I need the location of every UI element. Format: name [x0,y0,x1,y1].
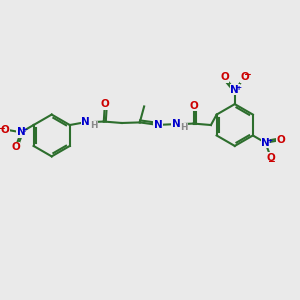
Text: −: − [0,124,5,134]
Text: +: + [22,127,28,133]
Text: O: O [277,135,286,145]
Text: +: + [266,138,272,144]
Text: O: O [189,100,198,111]
Text: N: N [16,127,26,137]
Text: N: N [154,120,163,130]
Text: O: O [1,124,10,134]
Text: +: + [236,85,242,91]
Text: O: O [11,142,20,152]
Text: O: O [241,72,249,82]
Text: O: O [266,153,275,163]
Text: N: N [230,85,239,94]
Text: −: − [244,70,251,79]
Text: H: H [180,123,188,132]
Text: H: H [90,121,98,130]
Text: −: − [268,157,276,166]
Text: O: O [220,72,229,82]
Text: N: N [81,117,90,127]
Text: O: O [100,99,109,109]
Text: N: N [261,138,270,148]
Text: N: N [172,119,181,129]
